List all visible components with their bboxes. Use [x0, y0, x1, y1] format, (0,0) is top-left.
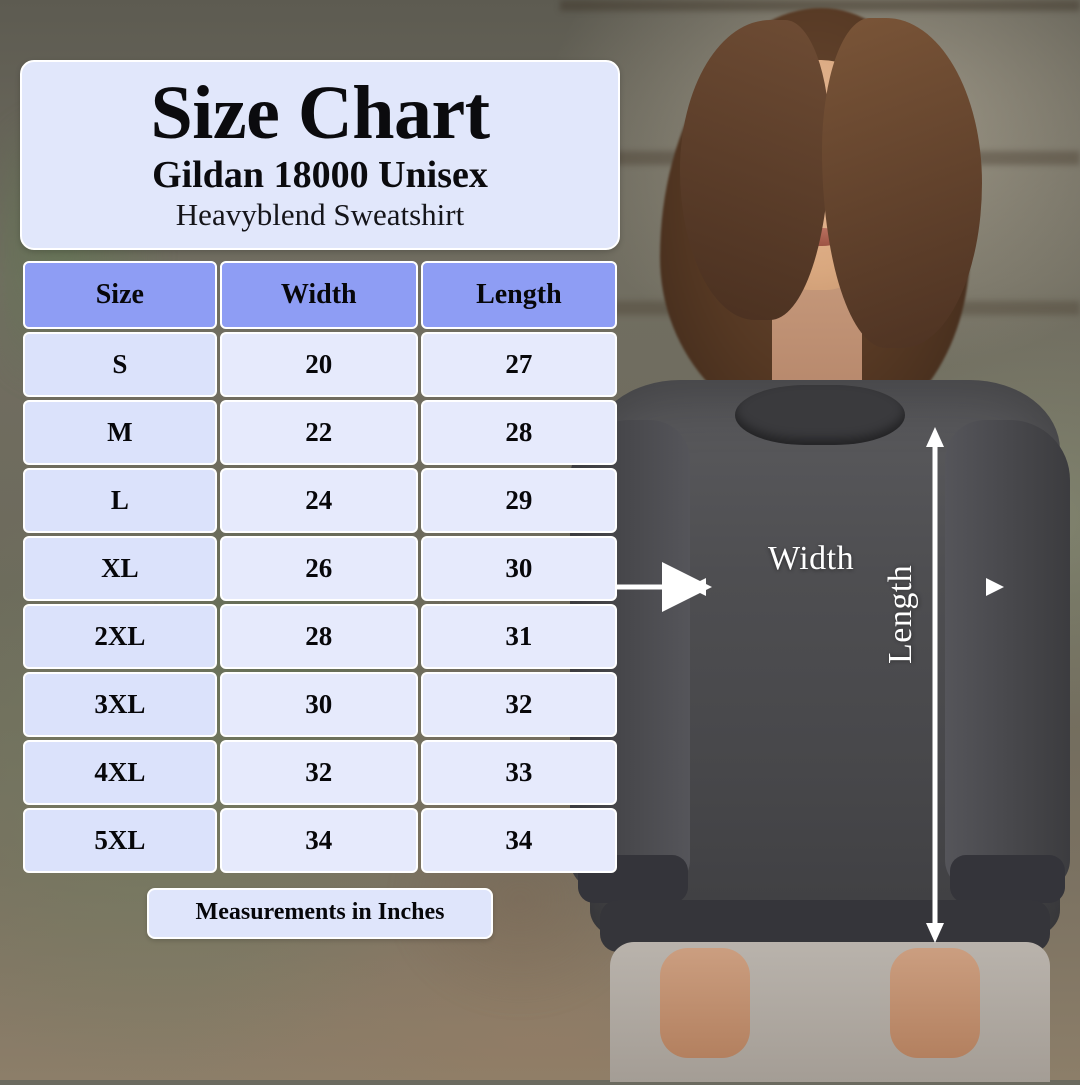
cell-size: 4XL: [23, 740, 217, 806]
cell-length: 34: [420, 808, 617, 874]
table-row: 2XL 28 31: [23, 604, 617, 670]
cell-width: 24: [219, 468, 418, 534]
cell-width: 28: [219, 604, 418, 670]
width-label: Width: [768, 540, 855, 577]
cell-width: 26: [219, 536, 418, 602]
cell-size: S: [23, 332, 217, 398]
table-row: L 24 29: [23, 468, 617, 534]
cell-size: XL: [23, 536, 217, 602]
table-header-row: Size Width Length: [23, 261, 617, 330]
length-arrow-head-bottom: [926, 923, 944, 943]
cell-size: 2XL: [23, 604, 217, 670]
title-card: Size Chart Gildan 18000 Unisex Heavyblen…: [20, 60, 620, 251]
cell-size: 3XL: [23, 672, 217, 738]
model-hair-left: [680, 20, 830, 320]
width-arrow-head-right: [986, 578, 1004, 596]
cell-length: 30: [420, 536, 617, 602]
cell-width: 32: [219, 740, 418, 806]
table-row: XL 26 30: [23, 536, 617, 602]
width-arrow-head-left: [688, 578, 706, 596]
measurement-overlay: Width Length: [356, 0, 1080, 1080]
cell-length: 31: [420, 604, 617, 670]
table-row: S 20 27: [23, 332, 617, 398]
length-arrow-head-top: [926, 427, 944, 447]
cell-width: 34: [219, 808, 418, 874]
cell-size: L: [23, 468, 217, 534]
length-label: Length: [882, 564, 919, 664]
measurement-units-note: Measurements in Inches: [147, 888, 493, 940]
model-hand-left: [660, 948, 750, 1058]
model-hair-right: [822, 18, 982, 348]
cell-width: 22: [219, 400, 418, 466]
column-header-width: Width: [219, 261, 418, 330]
product-name: Gildan 18000 Unisex: [152, 154, 488, 197]
sweatshirt-sleeve-right: [945, 420, 1070, 890]
cell-length: 33: [420, 740, 617, 806]
table-row: 4XL 32 33: [23, 740, 617, 806]
table-row: 3XL 30 32: [23, 672, 617, 738]
sweatshirt-cuff-right: [950, 855, 1065, 903]
cell-size: M: [23, 400, 217, 466]
cell-length: 28: [420, 400, 617, 466]
cell-length: 32: [420, 672, 617, 738]
cell-width: 30: [219, 672, 418, 738]
cell-length: 27: [420, 332, 617, 398]
product-subtitle: Heavyblend Sweatshirt: [175, 197, 465, 233]
table-row: M 22 28: [23, 400, 617, 466]
page-title: Size Chart: [150, 71, 490, 155]
size-table: Size Width Length S 20 27 M 22 28 L 24 2…: [20, 258, 620, 876]
model-wearing-sweatshirt: [560, 0, 1080, 1082]
column-header-length: Length: [420, 261, 617, 330]
cell-length: 29: [420, 468, 617, 534]
size-chart-panel: Size Chart Gildan 18000 Unisex Heavyblen…: [20, 60, 620, 940]
column-header-size: Size: [23, 261, 217, 330]
cell-size: 5XL: [23, 808, 217, 874]
cell-width: 20: [219, 332, 418, 398]
model-hand-right: [890, 948, 980, 1058]
table-row: 5XL 34 34: [23, 808, 617, 874]
sweatshirt-collar: [735, 385, 905, 445]
